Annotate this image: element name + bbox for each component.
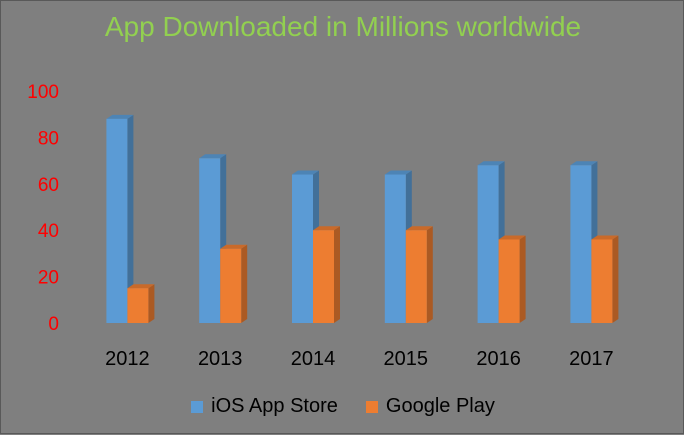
- y-axis-ticks: 0 20 40 60 80 100: [27, 82, 59, 335]
- bar-front: [405, 230, 427, 323]
- x-tick-label: 2012: [105, 348, 150, 370]
- y-tick-label: 80: [38, 128, 59, 149]
- bar-front: [570, 165, 592, 323]
- y-tick-label: 40: [38, 221, 59, 242]
- bar-side: [148, 284, 155, 323]
- legend-item-ios: iOS App Store: [191, 395, 338, 418]
- bar-google-play-2014: [313, 226, 340, 323]
- bar-top: [384, 170, 412, 175]
- bar-top: [292, 170, 319, 175]
- bar-front: [106, 118, 128, 323]
- bar-front: [591, 239, 613, 323]
- legend-label-google-play: Google Play: [385, 395, 495, 417]
- y-tick-label: 60: [38, 175, 59, 196]
- bar-front: [313, 230, 334, 323]
- bar-front: [220, 248, 242, 323]
- x-tick-label: 2016: [476, 348, 521, 370]
- chart-title: App Downloaded in Millions worldwide: [104, 11, 582, 42]
- bar-side: [241, 244, 248, 323]
- y-tick-label: 20: [38, 268, 59, 289]
- bar-top: [220, 244, 248, 249]
- bar-side: [519, 235, 526, 323]
- bar-front: [477, 165, 499, 323]
- y-tick-label: 0: [48, 314, 59, 335]
- bar-front: [127, 288, 149, 323]
- bar-google-play-2012: [127, 284, 155, 323]
- legend-item-google-play: Google Play: [365, 395, 495, 418]
- x-tick-label: 2013: [198, 348, 243, 370]
- bar-side: [612, 235, 619, 323]
- legend: iOS App Store Google Play: [1, 395, 684, 418]
- bar-top: [106, 114, 134, 119]
- bar-top: [498, 235, 526, 240]
- bar-top: [313, 226, 340, 231]
- bar-side: [426, 226, 433, 323]
- bar-front: [384, 174, 406, 323]
- legend-label-ios: iOS App Store: [211, 395, 338, 417]
- bar-side: [334, 226, 340, 323]
- bar-top: [477, 161, 505, 166]
- bar-top: [570, 161, 598, 166]
- bar-front: [498, 239, 520, 323]
- bars: [106, 114, 619, 323]
- bar-google-play-2015: [405, 226, 433, 323]
- bar-front: [199, 158, 221, 323]
- x-tick-label: 2017: [569, 348, 614, 370]
- bar-front: [292, 174, 313, 323]
- bar-top: [199, 154, 227, 159]
- legend-swatch-ios: [191, 400, 204, 413]
- bar-google-play-2017: [591, 235, 619, 323]
- legend-swatch-google-play: [365, 400, 378, 413]
- y-tick-label: 100: [27, 82, 59, 103]
- x-tick-label: 2014: [291, 348, 336, 370]
- bar-top: [127, 284, 155, 289]
- bar-google-play-2016: [498, 235, 526, 323]
- bar-side: [127, 114, 134, 323]
- bar-ios-app-store-2012: [106, 114, 134, 323]
- x-axis-ticks: 2012 2013 2014 2015 2016 2017: [105, 348, 614, 370]
- bar-top: [591, 235, 619, 240]
- bar-google-play-2013: [220, 244, 248, 323]
- bar-top: [405, 226, 433, 231]
- x-tick-label: 2015: [384, 348, 429, 370]
